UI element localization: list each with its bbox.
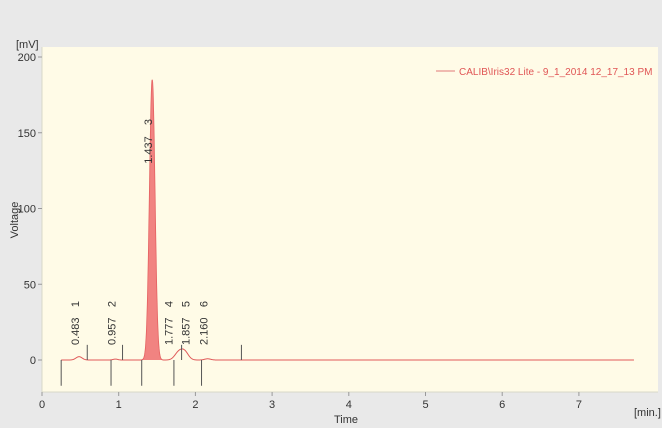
peak-labels: 1 0.483 2 0.957 3 1.437 4 1.777 5 1.857 6 2.160 <box>70 119 211 345</box>
y-tick-label: 100 <box>18 204 36 216</box>
y-tick-label: 50 <box>24 279 36 291</box>
peak-time-label: 2.160 <box>199 317 211 345</box>
peak-time-label: 0.483 <box>70 317 82 345</box>
integration-markers <box>60 344 242 386</box>
peak-time-label: 0.957 <box>106 317 118 345</box>
peak-number-label: 5 <box>180 301 192 307</box>
legend: CALIB\Iris32 Lite - 9_1_2014 12_17_13 PM <box>436 67 652 78</box>
x-ticks: 0 1 2 3 4 5 6 7 <box>39 392 582 411</box>
x-tick-label: 4 <box>346 399 352 411</box>
signal-line <box>61 79 634 361</box>
x-tick-label: 2 <box>192 399 198 411</box>
x-tick-label: 3 <box>269 399 275 411</box>
peak-number-label: 1 <box>70 301 82 307</box>
plot-background <box>42 47 658 392</box>
y-ticks: 0 50 100 150 200 <box>18 52 42 367</box>
x-tick-label: 5 <box>422 399 428 411</box>
peak-number-label: 3 <box>143 119 155 125</box>
y-unit-label: [mV] <box>16 39 39 51</box>
x-tick-label: 6 <box>499 399 505 411</box>
x-unit-label: [min.] <box>634 407 661 419</box>
peak-time-label: 1.857 <box>180 317 192 345</box>
peak-number-label: 6 <box>199 301 211 307</box>
y-tick-label: 0 <box>30 355 36 367</box>
peak-time-label: 1.777 <box>163 317 175 345</box>
y-tick-label: 200 <box>18 52 36 64</box>
main-peak-fill <box>143 79 162 360</box>
x-tick-label: 1 <box>116 399 122 411</box>
peak-number-label: 2 <box>106 301 118 307</box>
legend-entry: CALIB\Iris32 Lite - 9_1_2014 12_17_13 PM <box>459 67 652 78</box>
x-tick-label: 0 <box>39 399 45 411</box>
peak-time-label: 1.437 <box>143 136 155 164</box>
y-tick-label: 150 <box>18 128 36 140</box>
peak-number-label: 4 <box>163 301 175 307</box>
signal-trace <box>61 79 634 361</box>
x-tick-label: 7 <box>576 399 582 411</box>
x-axis-label: Time <box>334 414 358 423</box>
y-axis-label: Voltage <box>9 202 21 239</box>
